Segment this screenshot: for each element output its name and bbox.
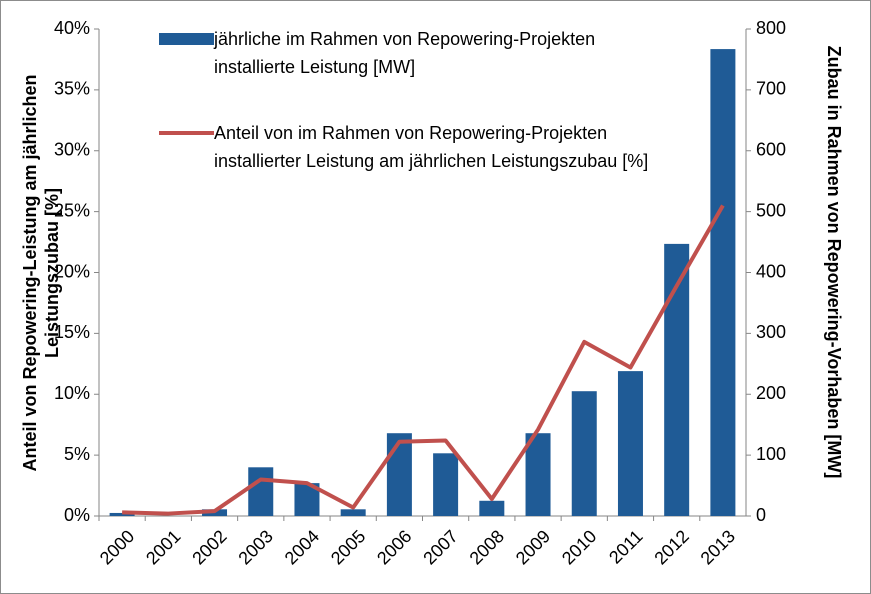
line [122,204,725,516]
x-tick-label: 2004 [281,526,323,568]
x-tick-label: 2000 [96,526,138,568]
x-tick-label: 2008 [466,526,508,568]
y-tick-label: 5% [64,444,90,464]
y-tick-label: 30% [54,140,90,160]
bar [340,509,366,516]
y2-tick-label: 700 [756,79,786,99]
x-tick-label: 2001 [142,526,184,568]
x-tick-label: 2005 [327,526,369,568]
bar [617,371,643,516]
y-tick-label: 20% [54,261,90,281]
bar [710,49,736,517]
y2-tick-label: 600 [756,140,786,160]
y-tick-label: 40% [54,18,90,38]
x-tick-label: 2002 [188,526,230,568]
bar [571,391,597,516]
y2-tick-label: 400 [756,261,786,281]
x-tick-label: 2003 [234,526,276,568]
legend-key [159,33,214,45]
x-tick-label: 2006 [373,526,415,568]
x-tick-label: 2012 [650,526,692,568]
y2-tick-label: 800 [756,18,786,38]
y2-tick-label: 100 [756,444,786,464]
y2-axis-title: Zubau in Rahmen von Repowering-Vorhaben … [824,45,844,479]
y-tick-label: 0% [64,505,90,525]
y-axis-title: Anteil von Repowering-Leistung am jährli… [20,74,62,472]
bar [109,512,135,516]
legend-label: Anteil von im Rahmen von Repowering-Proj… [214,123,649,171]
y2-tick-label: 300 [756,322,786,342]
x-tick-label: 2011 [605,526,647,568]
y-tick-label: 10% [54,383,90,403]
y-tick-label: 15% [54,322,90,342]
y2-tick-label: 0 [756,505,766,525]
x-tick-label: 2009 [512,526,554,568]
y-tick-label: 35% [54,79,90,99]
y-tick-label: 25% [54,200,90,220]
bar [248,467,274,516]
bar [525,433,551,516]
y2-tick-label: 200 [756,383,786,403]
bar [386,433,412,516]
x-tick-label: 2013 [697,526,739,568]
x-tick-label: 2007 [419,526,461,568]
bar [479,500,505,516]
x-tick-label: 2010 [558,526,600,568]
bar [433,453,459,516]
legend-label: jährliche im Rahmen von Repowering-Proje… [214,29,596,77]
y2-tick-label: 500 [756,200,786,220]
